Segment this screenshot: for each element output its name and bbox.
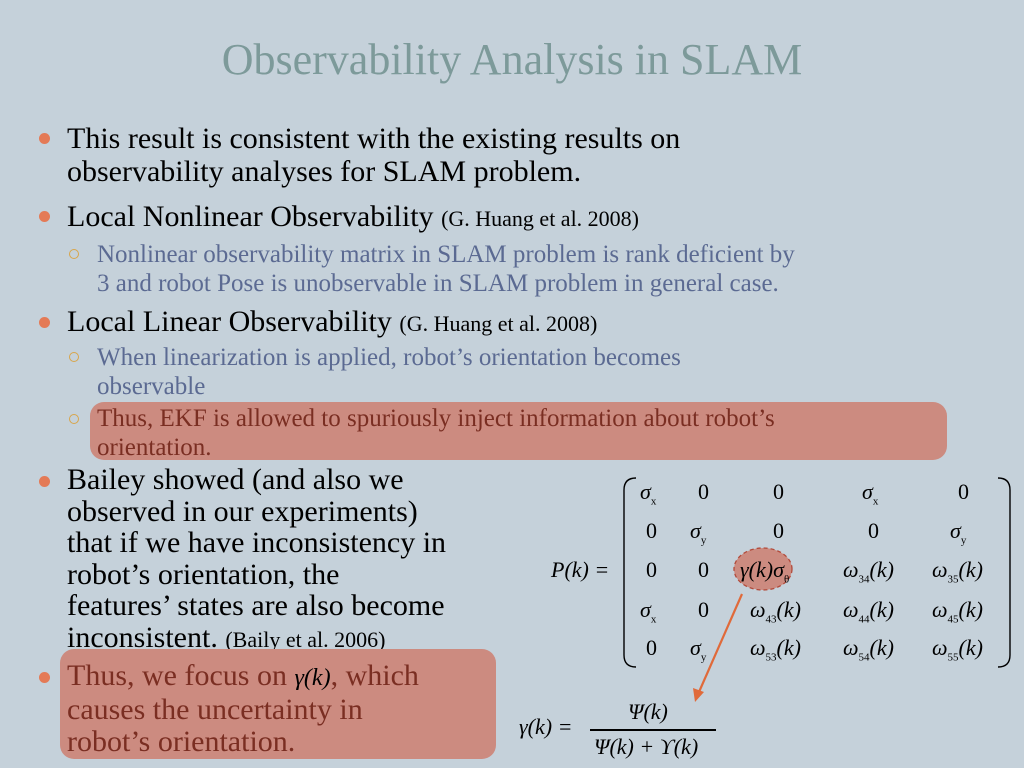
- matrix-cell: ω55(k): [932, 635, 983, 664]
- sub-bullet-2-line-1: When linearization is applied, robot’s o…: [97, 344, 681, 371]
- bullet-dot: [39, 672, 50, 683]
- matrix-cell: 0: [958, 479, 969, 504]
- bullet-4-line-2: observed in our experiments): [67, 494, 418, 528]
- bullet-5-line-1: Thus, we focus on γ(k), which: [67, 660, 419, 694]
- bullet-1-line-1: This result is consistent with the exist…: [67, 122, 681, 155]
- bullet-4-line-6: inconsistent. (Baily et al. 2006): [67, 620, 446, 656]
- bullet-4-line-4: robot’s orientation, the: [67, 557, 340, 591]
- sub-bullet-1: Nonlinear observability matrix in SLAM p…: [97, 240, 795, 298]
- matrix-cell: ω34(k): [843, 557, 894, 586]
- gamma-numerator: Ψ(k): [628, 699, 668, 724]
- citation: (Baily et al. 2006): [225, 626, 386, 652]
- bullet-1: This result is consistent with the exist…: [67, 122, 680, 188]
- matrix-cell: 0: [773, 479, 784, 504]
- bullet-5-line-1a: Thus, we focus on: [67, 659, 287, 692]
- bullet-4-line-6-text: inconsistent.: [67, 620, 218, 654]
- matrix-cell: ω35(k): [932, 557, 983, 586]
- bullet-dot: [39, 133, 50, 144]
- sub-bullet-1-line-2: 3 and robot Pose is unobservable in SLAM…: [97, 270, 779, 297]
- fraction-bar: [590, 729, 716, 731]
- sub-bullet-2: When linearization is applied, robot’s o…: [97, 343, 681, 401]
- bullet-1-line-2: observability analyses for SLAM problem.: [67, 155, 582, 188]
- matrix-cell: 0: [773, 518, 784, 543]
- bullet-3: Local Linear Observability (G. Huang et …: [67, 305, 597, 340]
- matrix-cell: σy: [950, 518, 967, 547]
- bullet-5-line-2: causes the uncertainty in: [67, 693, 363, 726]
- sub-bullet-3-line-2: orientation.: [97, 434, 212, 461]
- matrix-cell: ω45(k): [932, 597, 983, 626]
- highlight-box: [90, 402, 947, 460]
- bullet-2: Local Nonlinear Observability (G. Huang …: [67, 200, 639, 235]
- citation: (G. Huang et al. 2008): [441, 206, 640, 231]
- sub-bullet-ring: [69, 249, 79, 259]
- gamma-equation-lhs: γ(k) =: [519, 714, 573, 739]
- gamma-denominator: Ψ(k) + ϒ(k): [594, 734, 699, 759]
- bullet-4-line-3: that if we have inconsistency in: [67, 526, 447, 559]
- matrix-cell: ω53(k): [750, 635, 801, 664]
- bullet-4-line-1: Bailey showed (and also we: [67, 463, 404, 496]
- sub-bullet-ring: [69, 352, 79, 362]
- sub-bullet-3-line-1: Thus, EKF is allowed to spuriously injec…: [97, 405, 775, 432]
- highlight-box: [60, 649, 496, 759]
- matrix-cell: 0: [646, 518, 657, 543]
- bullet-5-line-3: robot’s orientation.: [67, 725, 296, 758]
- bullet-4-line-5: features’ states are also become: [67, 589, 445, 622]
- matrix-cell: σx: [640, 597, 657, 626]
- matrix-cell: ω54(k): [843, 635, 894, 664]
- matrix-cell: 0: [868, 518, 879, 543]
- bullet-dot: [39, 211, 50, 222]
- gamma-k-inline: γ(k): [294, 665, 331, 691]
- matrix-cell: σy: [690, 635, 707, 664]
- sub-bullet-ring: [69, 414, 79, 424]
- matrix-cell: 0: [646, 635, 657, 660]
- matrix-cell: 0: [698, 479, 709, 504]
- bullet-dot: [39, 476, 50, 487]
- matrix-cell: 0: [698, 557, 709, 582]
- bullet-2-text: Local Nonlinear Observability: [67, 200, 434, 233]
- matrix-cell: ω43(k): [750, 597, 801, 626]
- bullet-dot: [39, 317, 50, 328]
- matrix-cell-gamma: γ(k)σθ: [740, 557, 790, 586]
- matrix-cell: 0: [646, 557, 657, 582]
- bullet-5-line-1b: , which: [330, 659, 419, 692]
- slide-title: Observability Analysis in SLAM: [221, 35, 803, 84]
- matrix-cell: ω44(k): [843, 597, 894, 626]
- matrix-lhs: P(k) =: [551, 557, 610, 582]
- bullet-3-text: Local Linear Observability: [67, 305, 392, 338]
- sub-bullet-3: Thus, EKF is allowed to spuriously injec…: [97, 404, 775, 462]
- matrix-cell: 0: [698, 597, 709, 622]
- sub-bullet-2-line-2: observable: [97, 373, 206, 400]
- sub-bullet-1-line-1: Nonlinear observability matrix in SLAM p…: [97, 241, 795, 268]
- matrix-cell: σy: [690, 518, 707, 547]
- citation: (G. Huang et al. 2008): [399, 311, 598, 336]
- matrix-cell: σx: [862, 479, 879, 508]
- bullet-4: Bailey showed (and also we observed in o…: [67, 464, 446, 655]
- bullet-5: Thus, we focus on γ(k), which causes the…: [67, 660, 419, 758]
- matrix-cell: σx: [640, 479, 657, 508]
